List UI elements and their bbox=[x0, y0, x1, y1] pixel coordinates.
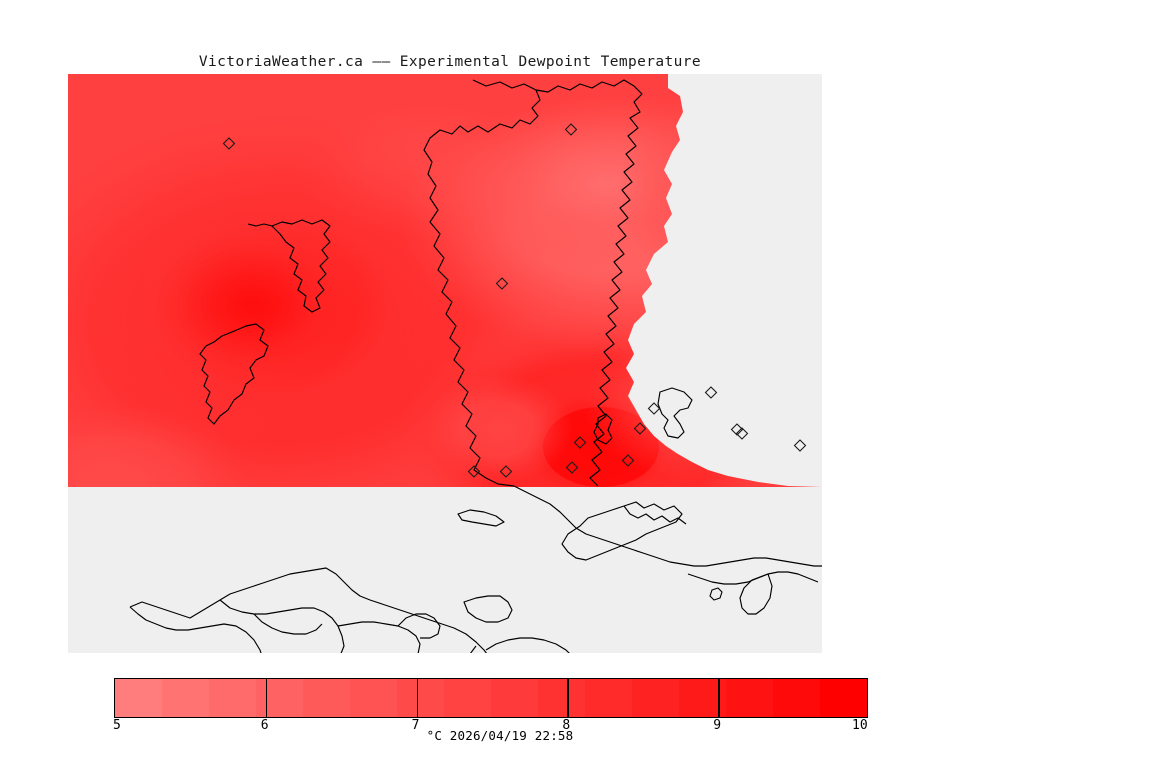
diamond-marker[interactable] bbox=[730, 423, 744, 436]
olympic-peninsula-north-coast bbox=[129, 567, 487, 653]
diamond-marker[interactable] bbox=[499, 465, 513, 478]
coastlines bbox=[129, 79, 822, 653]
page-title: VictoriaWeather.ca —— Experimental Dewpo… bbox=[198, 54, 702, 70]
map-canvas bbox=[68, 74, 822, 653]
olympic-inlet-2 bbox=[337, 621, 421, 653]
colorbar-tick-8 bbox=[567, 679, 569, 717]
dungeness-coast bbox=[485, 637, 570, 653]
diamond-marker[interactable] bbox=[621, 454, 635, 467]
mainland-nodata-mask bbox=[626, 74, 822, 487]
colorbar-label-5: 5 bbox=[113, 718, 121, 733]
diamond-marker[interactable] bbox=[735, 427, 749, 440]
colorbar-caption: °C 2026/04/19 22:58 bbox=[426, 728, 574, 743]
colorbar-gradient bbox=[115, 679, 867, 717]
island-small-b bbox=[657, 387, 693, 439]
colorbar-label-9: 9 bbox=[713, 718, 722, 733]
olympic-inlet-1 bbox=[219, 599, 345, 653]
diamond-marker[interactable] bbox=[704, 386, 718, 399]
colorbar-label-7: 7 bbox=[411, 718, 420, 733]
island-san-juan-small bbox=[739, 573, 773, 615]
island-dot-south bbox=[709, 587, 723, 601]
diamond-marker[interactable] bbox=[564, 123, 578, 136]
diamond-marker[interactable] bbox=[565, 461, 579, 474]
diamond-marker[interactable] bbox=[573, 436, 587, 449]
colorbar-tick-7 bbox=[416, 679, 419, 717]
diamond-marker[interactable] bbox=[495, 277, 509, 290]
colorbar-label-6: 6 bbox=[260, 718, 269, 733]
colorbar-tick-6 bbox=[265, 679, 268, 717]
colorbar-label-10: 10 bbox=[852, 718, 868, 733]
diamond-marker[interactable] bbox=[793, 439, 807, 452]
victoria-harbour-coast bbox=[623, 505, 687, 525]
station-markers bbox=[222, 123, 807, 478]
olympic-inlet-4 bbox=[397, 613, 441, 639]
colorbar-tick-9 bbox=[718, 679, 720, 717]
mainland-coast-east bbox=[535, 79, 643, 487]
colorbar-tick-labels: 5 6 7 8 9 10 bbox=[113, 718, 868, 736]
island-thin-strip bbox=[457, 509, 505, 527]
vancouver-island-coast bbox=[423, 79, 541, 487]
south-island-coast bbox=[513, 485, 822, 567]
weather-map-panel bbox=[68, 74, 822, 653]
south-nodata-region bbox=[68, 487, 822, 653]
island-texada-tail bbox=[247, 223, 273, 227]
island-lasqueti bbox=[199, 323, 269, 425]
island-texada bbox=[271, 219, 331, 313]
olympic-bay-detail bbox=[463, 595, 513, 623]
olympic-inlet-3 bbox=[253, 613, 323, 635]
saanich-peninsula-coast bbox=[561, 501, 683, 561]
island-small-a bbox=[593, 413, 613, 445]
diamond-marker[interactable] bbox=[647, 402, 661, 415]
olympic-peninsula-south-coast bbox=[129, 606, 477, 653]
diamond-marker[interactable] bbox=[633, 422, 647, 435]
diamond-marker[interactable] bbox=[222, 137, 236, 150]
colorbar bbox=[114, 678, 868, 718]
diamond-marker[interactable] bbox=[467, 465, 481, 478]
colorbar-frame bbox=[114, 678, 868, 718]
colorbar-label-8: 8 bbox=[562, 718, 571, 733]
